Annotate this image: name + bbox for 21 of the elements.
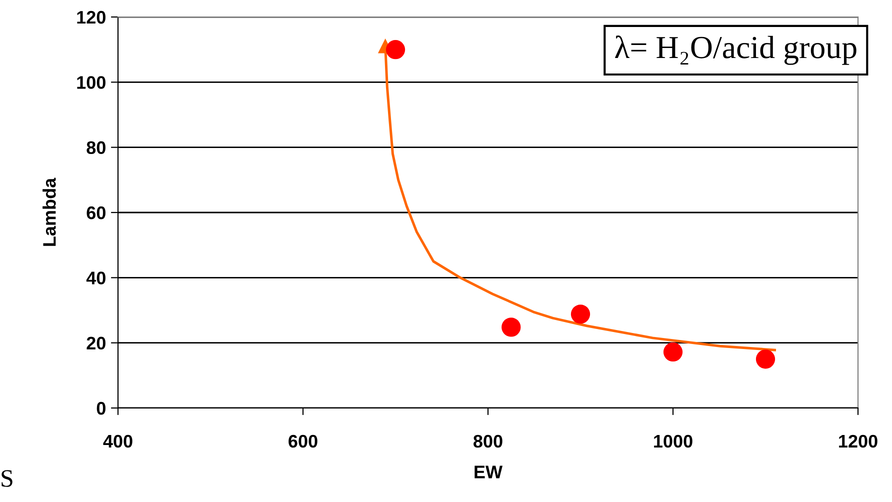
y-tick-label: 80 (86, 141, 106, 154)
x-tick-label: 1000 (654, 434, 692, 448)
x-tick-label: 400 (103, 434, 132, 448)
y-axis-title: Lambda (42, 178, 56, 246)
point (570, 304, 590, 324)
point (386, 40, 406, 60)
y-tick-label: 100 (77, 76, 106, 89)
y-tick-label: 20 (86, 336, 106, 350)
annotation: λ= H₂O/acid group (615, 36, 856, 65)
y-tick-label: 60 (86, 206, 106, 220)
point (663, 342, 683, 362)
point (502, 318, 521, 337)
x-axis-title: EW (474, 466, 503, 478)
y-tick-label: 40 (86, 272, 106, 284)
y-tick-label: 120 (77, 10, 106, 24)
x-tick-label: 1200 (839, 434, 878, 448)
x-tick-label: 600 (288, 434, 318, 448)
y-tick-label: 0 (96, 402, 106, 415)
x-tick-label: 800 (474, 434, 502, 448)
point (756, 350, 776, 369)
text: S (2, 470, 12, 487)
